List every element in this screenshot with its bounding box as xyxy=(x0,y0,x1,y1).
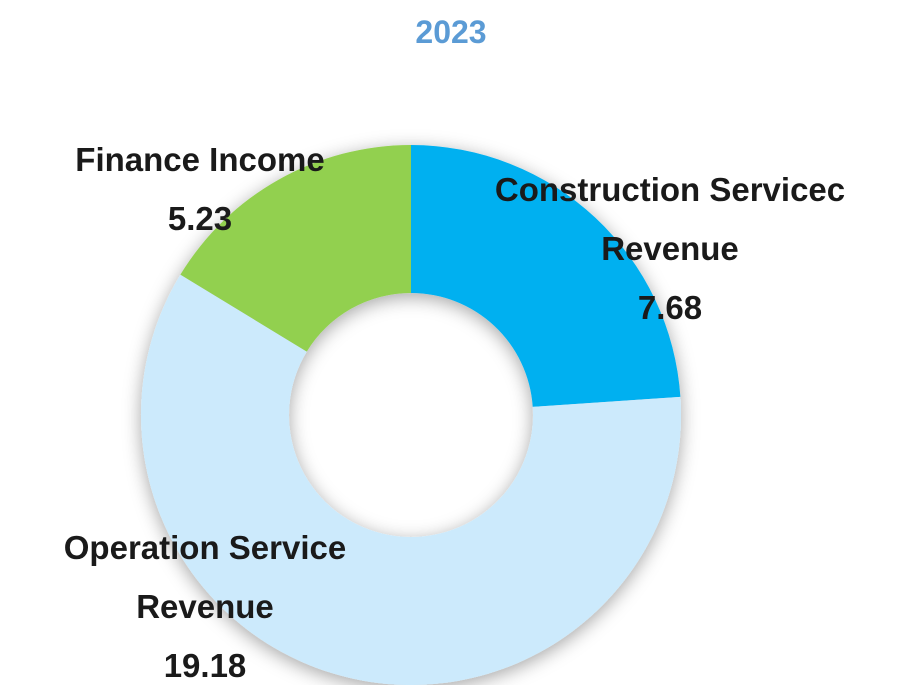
category-label: Finance Income xyxy=(75,141,325,178)
value-label: 5.23 xyxy=(167,200,233,237)
data-label: Operation Service Revenue 19.18 xyxy=(0,518,410,685)
category-label: Construction Servicec Revenue xyxy=(494,171,846,267)
slice xyxy=(411,145,681,407)
slice xyxy=(180,145,411,352)
category-label: Operation Service Revenue xyxy=(63,529,347,625)
slice xyxy=(140,274,682,685)
value-label: 7.68 xyxy=(637,289,703,326)
donut xyxy=(140,145,682,685)
data-label: Construction Servicec Revenue 7.68 xyxy=(440,160,900,337)
chart-title: 2023 xyxy=(415,14,487,50)
value-label: 19.18 xyxy=(163,647,247,684)
data-label: Finance Income 5.23 xyxy=(20,130,380,248)
